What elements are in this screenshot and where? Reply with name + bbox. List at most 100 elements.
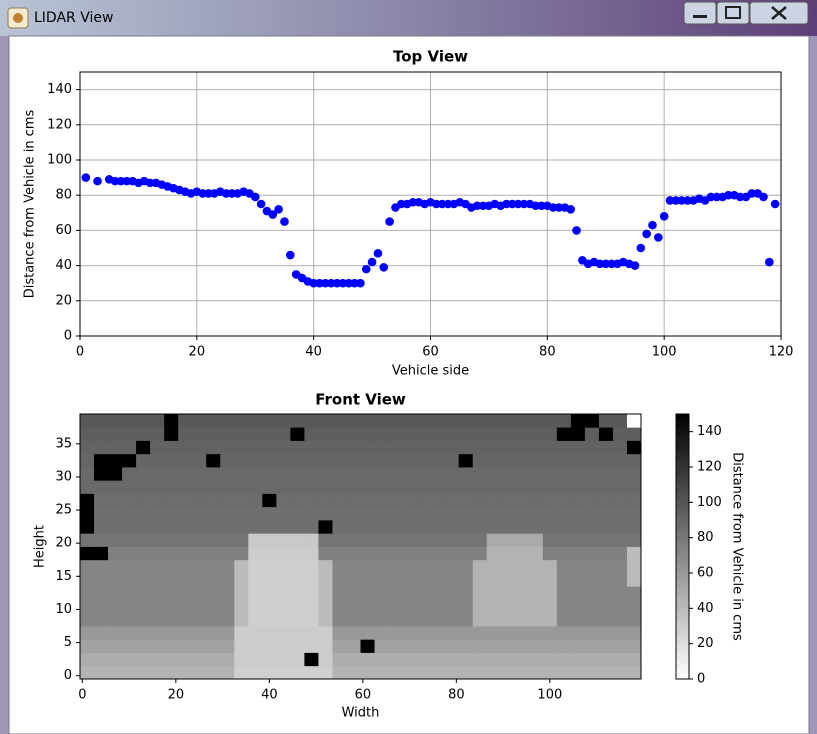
heatmap-cell bbox=[612, 573, 628, 587]
heatmap-cell bbox=[360, 546, 375, 561]
heatmap-cell bbox=[94, 440, 109, 455]
heatmap-cell bbox=[374, 573, 389, 587]
x-tick-label: 0 bbox=[78, 688, 86, 703]
heatmap-cell bbox=[304, 573, 319, 587]
heatmap-cell bbox=[164, 639, 179, 653]
heatmap-cell bbox=[234, 533, 249, 547]
heatmap-cell bbox=[164, 414, 179, 428]
heatmap-cell bbox=[402, 573, 417, 587]
heatmap-cell bbox=[500, 414, 516, 428]
heatmap-cell bbox=[416, 467, 432, 481]
heatmap-cell bbox=[304, 665, 319, 680]
heatmap-cell bbox=[514, 533, 530, 547]
heatmap-cell bbox=[472, 414, 488, 428]
heatmap-cell bbox=[192, 427, 207, 441]
heatmap-cell bbox=[430, 453, 446, 468]
heatmap-cell bbox=[206, 626, 221, 640]
heatmap-cell bbox=[220, 599, 235, 614]
heatmap-cell bbox=[318, 612, 333, 627]
heatmap-cell bbox=[444, 586, 460, 600]
heatmap-cell bbox=[360, 467, 375, 481]
heatmap-cell bbox=[500, 599, 516, 614]
heatmap-cell bbox=[108, 467, 123, 481]
heatmap-cell bbox=[276, 453, 291, 468]
heatmap-cell bbox=[136, 612, 151, 627]
heatmap-cell bbox=[318, 573, 333, 587]
heatmap-cell bbox=[122, 586, 137, 600]
heatmap-cell bbox=[472, 453, 488, 468]
heatmap-cell bbox=[542, 520, 558, 534]
heatmap-cell bbox=[248, 467, 263, 481]
heatmap-cell bbox=[80, 639, 95, 653]
heatmap-cell bbox=[486, 665, 502, 680]
heatmap-cell bbox=[416, 520, 432, 534]
heatmap-cell bbox=[612, 493, 628, 508]
heatmap-cell bbox=[486, 520, 502, 534]
heatmap-cell bbox=[416, 586, 432, 600]
heatmap-cell bbox=[276, 493, 291, 508]
heatmap-cell bbox=[262, 586, 277, 600]
heatmap-cell bbox=[472, 506, 488, 521]
heatmap-cell bbox=[346, 520, 361, 534]
heatmap-cell bbox=[332, 414, 347, 428]
heatmap-cell bbox=[234, 414, 249, 428]
heatmap-cell bbox=[444, 480, 460, 494]
heatmap-cell bbox=[150, 427, 165, 441]
heatmap-cell bbox=[570, 639, 586, 653]
heatmap-cell bbox=[374, 559, 389, 574]
heatmap-cell bbox=[486, 559, 502, 574]
heatmap-cell bbox=[206, 573, 221, 587]
heatmap-cell bbox=[262, 559, 277, 574]
heatmap-cell bbox=[626, 533, 642, 547]
heatmap-cell bbox=[458, 586, 474, 600]
heatmap-cell bbox=[304, 493, 319, 508]
heatmap-cell bbox=[402, 559, 417, 574]
maximize-button[interactable] bbox=[716, 1, 750, 25]
heatmap-cell bbox=[178, 599, 193, 614]
heatmap-cell bbox=[262, 626, 277, 640]
heatmap-cell bbox=[626, 440, 642, 455]
heatmap-cell bbox=[416, 559, 432, 574]
heatmap-cell bbox=[318, 546, 333, 561]
heatmap-cell bbox=[248, 665, 263, 680]
heatmap-cell bbox=[346, 639, 361, 653]
heatmap-cell bbox=[528, 612, 544, 627]
heatmap-cell bbox=[80, 414, 95, 428]
heatmap-cell bbox=[276, 533, 291, 547]
heatmap-cell bbox=[444, 506, 460, 521]
heatmap-cell bbox=[458, 665, 474, 680]
heatmap-cell bbox=[136, 573, 151, 587]
minimize-button[interactable] bbox=[683, 1, 717, 25]
heatmap-cell bbox=[514, 652, 530, 667]
colorbar-tick-label: 100 bbox=[697, 495, 722, 510]
heatmap-cell bbox=[136, 427, 151, 441]
data-point bbox=[659, 212, 669, 221]
heatmap-cell bbox=[542, 573, 558, 587]
heatmap-cell bbox=[500, 493, 516, 508]
close-button[interactable] bbox=[749, 1, 809, 25]
heatmap-cell bbox=[626, 453, 642, 468]
heatmap-cell bbox=[360, 520, 375, 534]
heatmap-cell bbox=[570, 612, 586, 627]
heatmap-cell bbox=[528, 559, 544, 574]
heatmap-cell bbox=[248, 520, 263, 534]
heatmap-cell bbox=[220, 586, 235, 600]
colorbar-tick-label: 40 bbox=[697, 601, 714, 616]
heatmap-cell bbox=[360, 427, 375, 441]
heatmap-cell bbox=[388, 520, 403, 534]
heatmap-cell bbox=[220, 427, 235, 441]
title-bar bbox=[0, 0, 817, 36]
heatmap-cell bbox=[360, 652, 375, 667]
heatmap-cell bbox=[486, 414, 502, 428]
heatmap-cell bbox=[136, 440, 151, 455]
heatmap-cell bbox=[612, 626, 628, 640]
heatmap-cell bbox=[192, 520, 207, 534]
heatmap-cell bbox=[402, 467, 417, 481]
heatmap-cell bbox=[360, 414, 375, 428]
heatmap-cell bbox=[472, 546, 488, 561]
heatmap-cell bbox=[444, 493, 460, 508]
heatmap-cell bbox=[486, 533, 502, 547]
heatmap-cell bbox=[542, 639, 558, 653]
heatmap-cell bbox=[332, 533, 347, 547]
heatmap-cell bbox=[290, 440, 305, 455]
